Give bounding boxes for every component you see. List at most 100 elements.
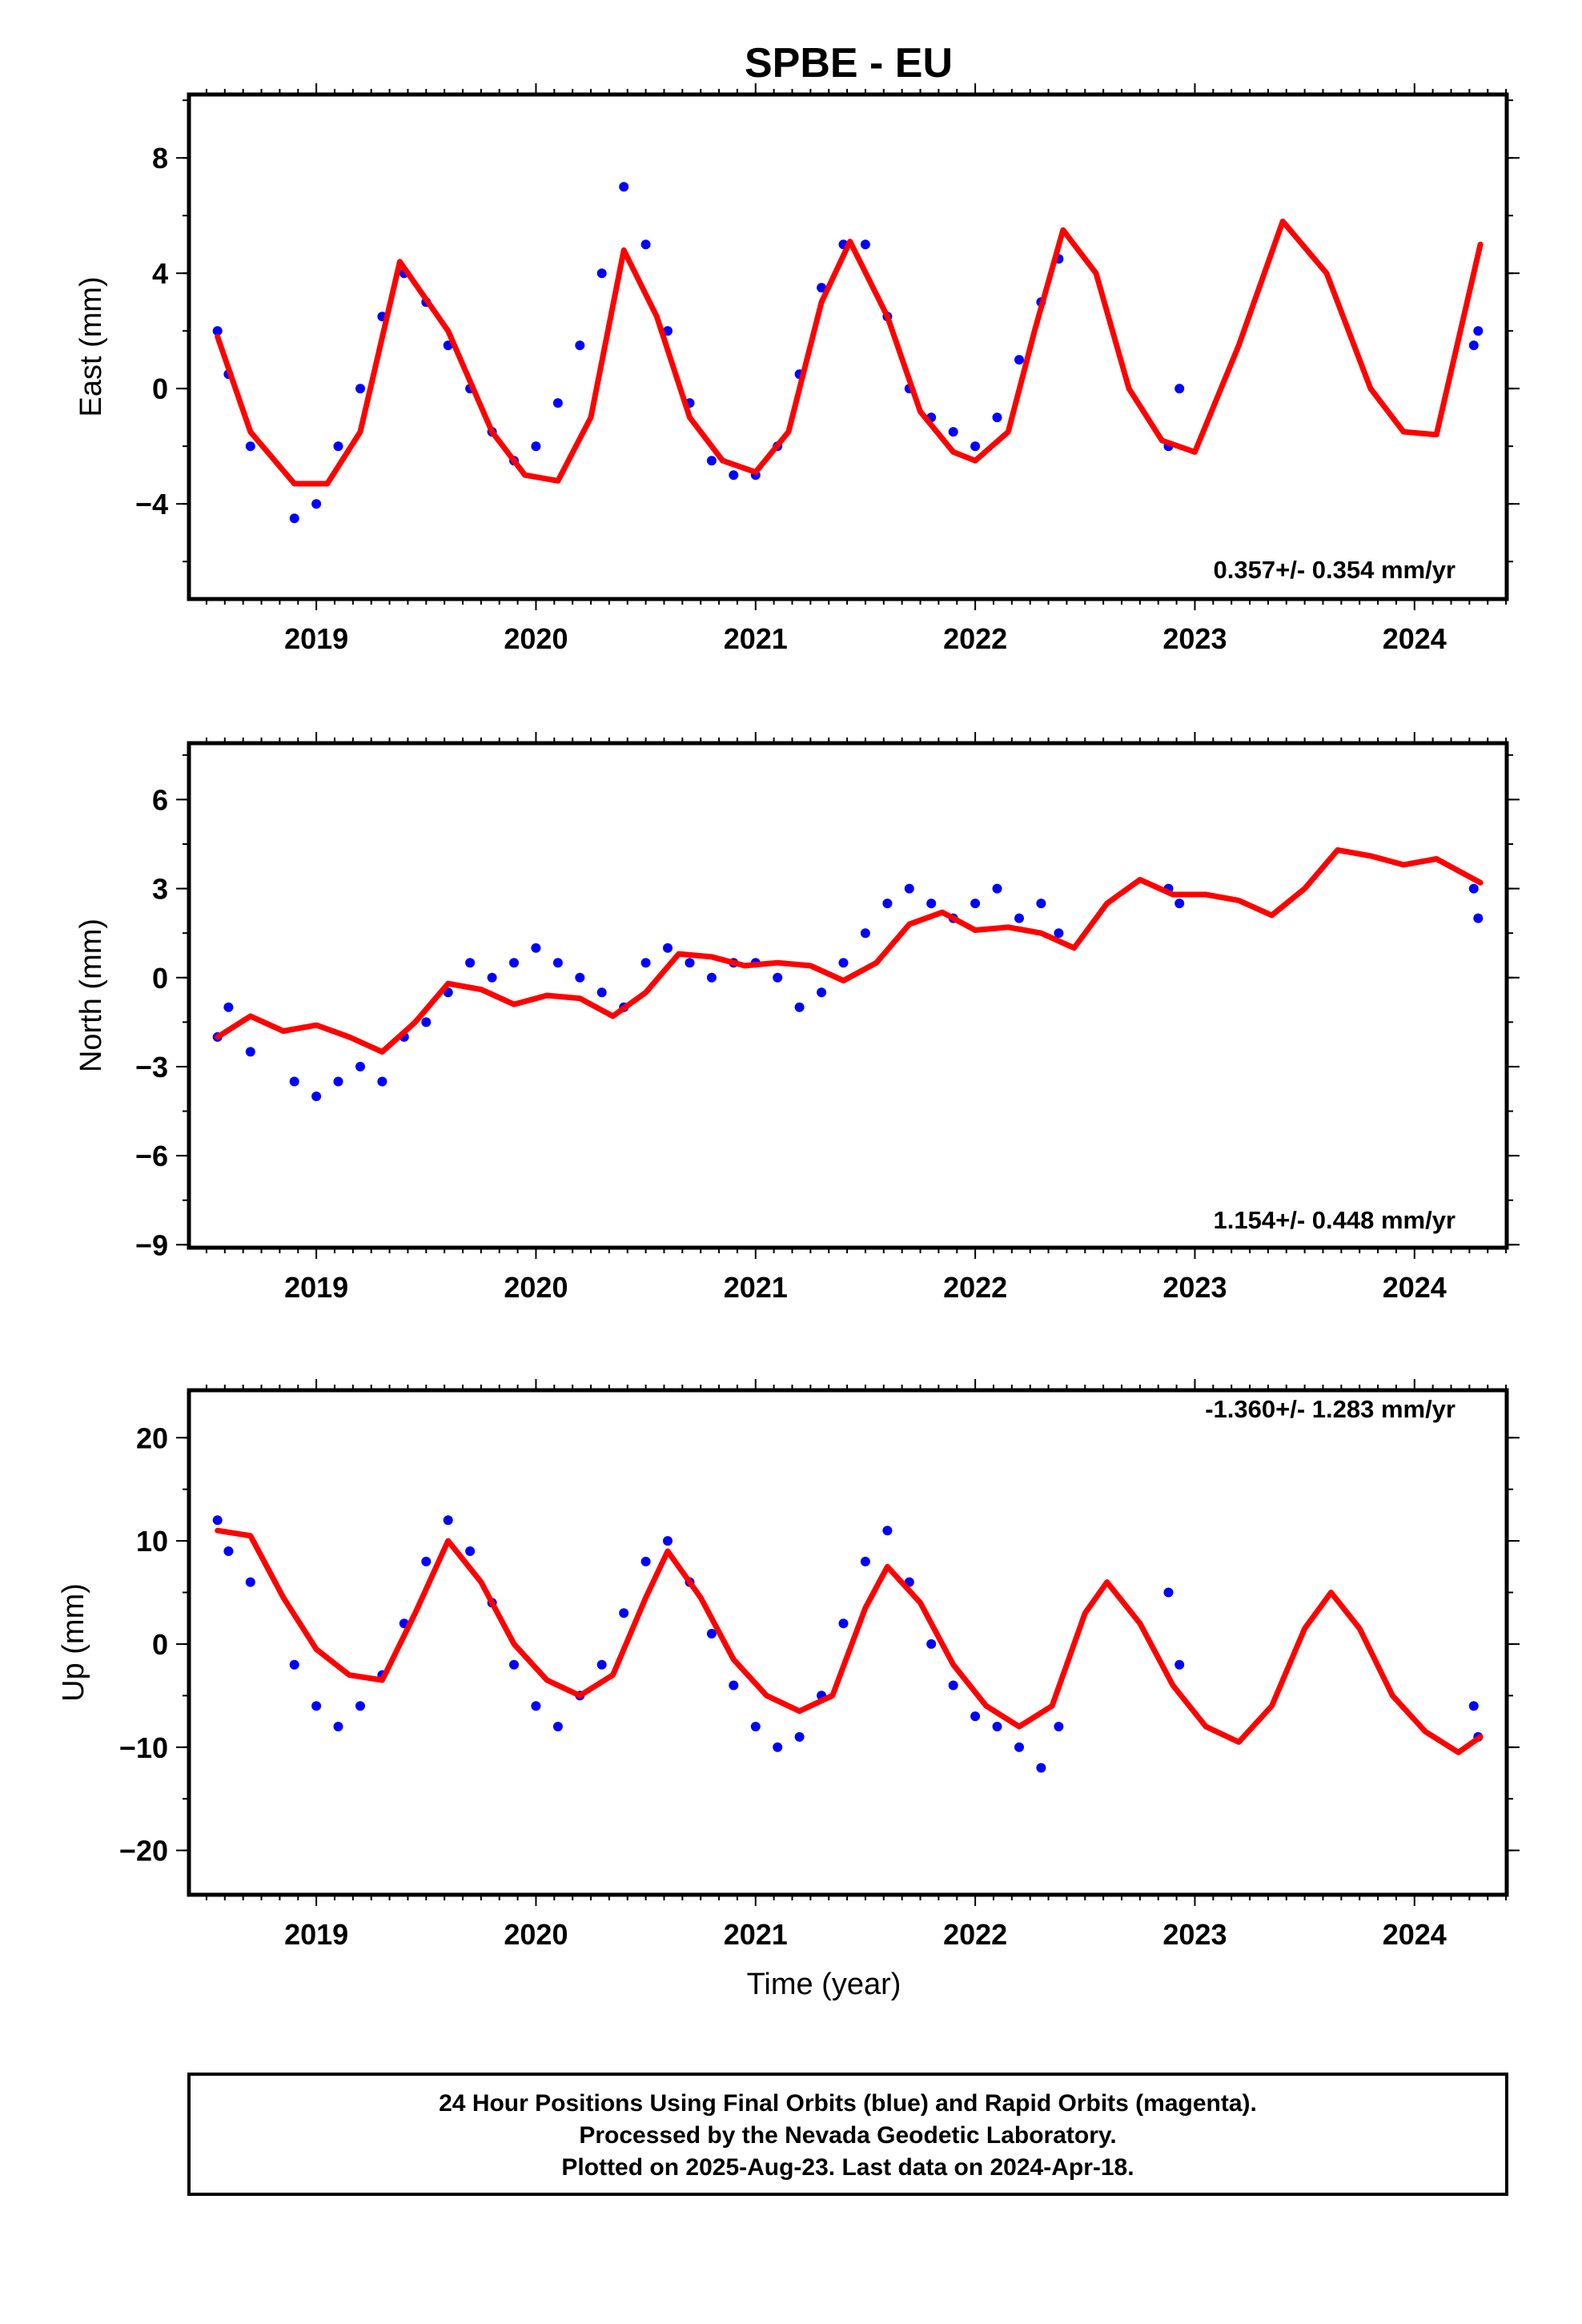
data-point [926, 899, 937, 909]
y-tick-label: 0 [152, 372, 168, 405]
data-point [1014, 355, 1024, 365]
data-point [948, 1680, 958, 1691]
y-tick-label: 3 [152, 873, 168, 906]
y-axis-label: North (mm) [74, 919, 108, 1072]
footer-line-1: 24 Hour Positions Using Final Orbits (bl… [439, 2090, 1257, 2117]
data-point [531, 943, 541, 953]
y-tick-label: −3 [135, 1051, 168, 1084]
data-point [1163, 1587, 1174, 1598]
data-point [552, 958, 563, 968]
data-point [640, 958, 651, 968]
data-point [817, 283, 827, 293]
data-point [289, 1659, 299, 1670]
data-point [619, 1608, 629, 1618]
data-point [596, 1659, 607, 1670]
data-point [333, 1076, 343, 1087]
data-point [311, 499, 322, 509]
panel-3: 2019 2020 2021 2022 2023 2024 −20 −10 0 10 20 Up (m… [57, 1379, 1520, 2001]
data-point [245, 441, 255, 452]
data-point [992, 412, 1002, 423]
data-point [531, 441, 541, 452]
data-point [706, 972, 717, 983]
data-point [663, 1536, 673, 1546]
x-tick-label: 2023 [1162, 1918, 1227, 1951]
y-tick-label: 0 [152, 1628, 168, 1661]
data-point [245, 1047, 255, 1057]
data-point [465, 1546, 476, 1556]
data-point [531, 1701, 541, 1711]
x-tick-label: 2019 [284, 622, 348, 655]
data-point [948, 427, 958, 437]
data-point [355, 1061, 365, 1072]
data-point [663, 943, 673, 953]
data-point [1174, 899, 1185, 909]
velocity-annotation: 0.357+/- 0.354 mm/yr [1214, 556, 1456, 584]
data-point [1014, 913, 1024, 923]
panel-1: 2019 2020 2021 2022 2023 2024 −4 0 4 8 East (mm) 0.… [74, 83, 1520, 655]
data-point [970, 899, 981, 909]
y-tick-label: 20 [136, 1421, 168, 1454]
panels-container: 2019 2020 2021 2022 2023 2024 −4 0 4 8 East (mm) 0.… [57, 83, 1520, 2001]
x-tick-label: 2020 [504, 622, 568, 655]
data-point [575, 340, 585, 351]
data-point [970, 441, 981, 452]
data-point [706, 1629, 717, 1638]
data-point [817, 987, 827, 998]
data-point [509, 958, 519, 968]
data-point [729, 1680, 739, 1691]
data-point [596, 987, 607, 998]
data-point [838, 958, 849, 968]
data-point [750, 1722, 761, 1731]
velocity-annotation: -1.360+/- 1.283 mm/yr [1205, 1395, 1456, 1423]
data-point [1036, 899, 1046, 909]
x-tick-label: 2024 [1383, 1918, 1447, 1951]
data-point [773, 972, 783, 983]
data-point [706, 456, 717, 466]
footer-frame [187, 2073, 1508, 2196]
y-axis-label: East (mm) [74, 276, 108, 416]
y-tick-label: 4 [152, 257, 168, 290]
footer-line-3: Plotted on 2025-Aug-23. Last data on 202… [561, 2154, 1134, 2181]
y-tick-label: 0 [152, 962, 168, 995]
data-point [421, 1017, 432, 1027]
x-tick-label: 2022 [943, 1271, 1007, 1304]
data-point [619, 182, 629, 192]
data-point [443, 1515, 453, 1526]
data-point [333, 441, 343, 452]
x-tick-label: 2021 [724, 1918, 788, 1951]
y-tick-label: −20 [119, 1835, 168, 1868]
x-tick-label: 2020 [504, 1918, 568, 1951]
data-point [992, 883, 1002, 894]
data-point [596, 268, 607, 279]
model-curve [215, 218, 1484, 487]
data-point [333, 1722, 343, 1731]
model-curve [215, 1527, 1484, 1755]
y-tick-label: −4 [135, 488, 168, 521]
data-point [729, 470, 739, 480]
data-point [1014, 1742, 1024, 1752]
data-point [860, 928, 870, 939]
data-point [377, 1076, 387, 1087]
data-point [640, 1556, 651, 1566]
data-point [355, 1701, 365, 1711]
y-tick-label: 8 [152, 142, 168, 175]
data-point [882, 899, 893, 909]
x-tick-label: 2024 [1383, 622, 1447, 655]
data-point [663, 326, 673, 336]
data-point [289, 513, 299, 524]
data-point [355, 384, 365, 394]
data-point [1036, 1763, 1046, 1773]
data-point [212, 326, 223, 336]
data-point [860, 239, 870, 250]
data-point [1468, 883, 1479, 894]
x-tick-label: 2019 [284, 1918, 348, 1951]
y-tick-label: −9 [135, 1228, 168, 1261]
data-point [773, 1742, 783, 1752]
velocity-annotation: 1.154+/- 0.448 mm/yr [1214, 1206, 1456, 1234]
data-point [992, 1722, 1002, 1731]
x-tick-label: 2021 [724, 622, 788, 655]
x-tick-label: 2020 [504, 1271, 568, 1304]
data-point [640, 239, 651, 250]
